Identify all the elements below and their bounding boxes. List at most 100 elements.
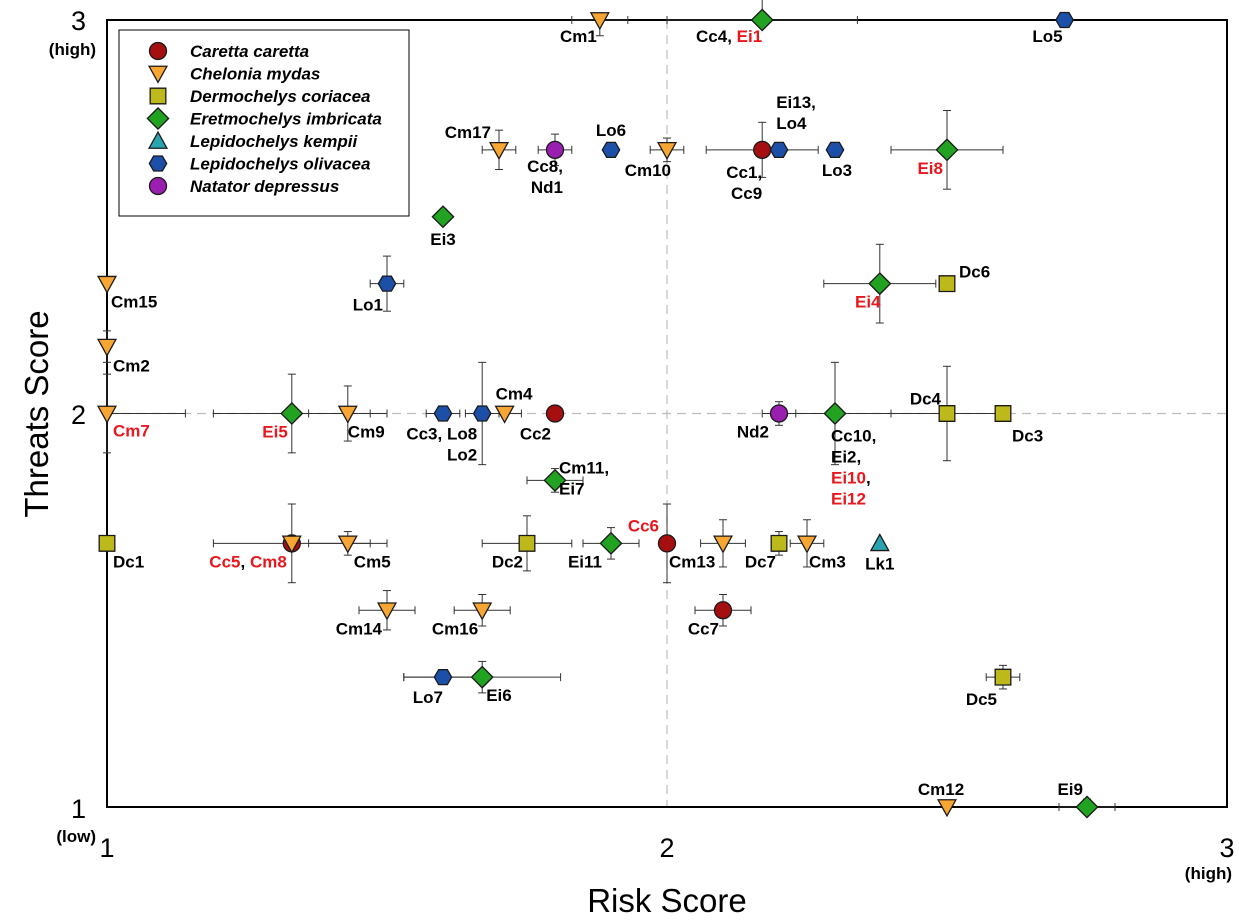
point-dermochelys-coriacea-1 [938, 405, 956, 422]
point-eretmochelys-imbricata-0 [750, 8, 774, 32]
point-label: Ei11 [568, 552, 602, 571]
label-segment: Cm7 [113, 422, 150, 441]
point-chelonia-mydas-11 [472, 602, 493, 621]
legend-marker-dermochelys-coriacea [149, 87, 167, 105]
point-label: Ei13, Lo4 [776, 93, 816, 133]
point-eretmochelys-imbricata-9 [1075, 795, 1099, 819]
y-low-note: (low) [56, 827, 96, 846]
point-chelonia-mydas-0 [589, 12, 610, 31]
y-tick-2: 2 [71, 400, 86, 430]
point-chelonia-mydas-8 [281, 535, 302, 554]
point-label: Cm16 [432, 619, 478, 638]
point-label: Cm5 [354, 552, 391, 571]
point-label: Dc6 [959, 263, 990, 282]
point-lepidochelys-olivacea-5 [433, 405, 453, 422]
point-label: Cc10, Ei2, Ei10, Ei12 [831, 427, 876, 509]
point-natator-depressus-0 [545, 140, 565, 160]
point-chelonia-mydas-6 [337, 405, 358, 424]
legend-marker-lepidochelys-kempii [147, 130, 169, 149]
legend-marker-eretmochelys-imbricata [146, 106, 170, 131]
label-segment: , [240, 552, 249, 571]
label-segment: Cc9 [731, 184, 762, 203]
label-segment: Cc1, [726, 163, 762, 182]
point-label: Dc3 [1012, 427, 1043, 446]
point-label: Cm2 [113, 357, 150, 376]
point-natator-depressus-1 [769, 404, 789, 423]
label-segment: Ei10 [831, 469, 866, 488]
label-segment: Ei5 [262, 423, 288, 442]
label-segment: Lo5 [1032, 27, 1062, 46]
point-eretmochelys-imbricata-5 [823, 401, 847, 426]
x-axis-title: Risk Score [587, 882, 747, 919]
point-lepidochelys-olivacea-0 [1055, 11, 1075, 29]
label-segment: Cm2 [113, 357, 150, 376]
label-segment: Lo7 [413, 688, 443, 707]
point-lepidochelys-olivacea-2 [769, 141, 789, 159]
point-label: Cc5, Cm8 [209, 552, 287, 571]
point-dermochelys-coriacea-3 [98, 534, 116, 552]
point-dermochelys-coriacea-6 [994, 668, 1012, 686]
point-lepidochelys-olivacea-3 [825, 141, 845, 159]
point-label: Dc1 [113, 552, 144, 571]
point-eretmochelys-imbricata-7 [599, 531, 623, 555]
point-label: Cm3 [809, 552, 846, 571]
label-segment: Ei8 [917, 159, 943, 178]
point-label: Cc7 [688, 619, 719, 638]
label-segment: Cc3, Lo8 [406, 425, 477, 444]
point-label: Dc7 [745, 552, 776, 571]
label-segment: Dc7 [745, 552, 776, 571]
point-label: Lo3 [822, 161, 852, 180]
point-label: Cc1, Cc9 [726, 163, 762, 203]
point-label: Cm9 [348, 423, 385, 442]
data-points [96, 8, 1099, 819]
point-label: Nd2 [737, 423, 769, 442]
label-segment: Ei4 [855, 293, 881, 312]
point-label: Lo1 [353, 296, 383, 315]
point-label: Cm17 [445, 123, 491, 142]
point-chelonia-mydas-1 [96, 275, 118, 294]
point-label: Ei4 [855, 293, 881, 312]
point-label: Ei5 [262, 423, 288, 442]
point-label: Ei3 [430, 230, 456, 249]
label-segment: Cm8 [250, 552, 287, 571]
point-lepidochelys-olivacea-6 [472, 405, 492, 422]
point-lepidochelys-olivacea-4 [377, 275, 397, 292]
point-eretmochelys-imbricata-3 [868, 272, 892, 296]
label-segment: Dc2 [492, 552, 523, 571]
legend-label-lepidochelys-olivacea: Lepidochelys olivacea [190, 155, 370, 174]
point-label: Cm10 [625, 161, 671, 180]
point-label: Cm7 [113, 422, 150, 441]
y-tick-1: 1 [71, 794, 86, 824]
point-labels: Cm1 Cc4, Ei1 Lo5 Ei13, Lo4 Cm17 Lo6 Cc8, Nd1 Cm10… [111, 27, 1083, 799]
point-eretmochelys-imbricata-1 [431, 205, 455, 229]
point-label: Cm1 [560, 27, 597, 46]
y-axis-title: Threats Score [18, 310, 55, 517]
label-segment: Cm11, [559, 458, 609, 477]
label-segment: Cc2 [520, 425, 551, 444]
label-segment: Ei2, [831, 448, 861, 467]
point-label: Lo7 [413, 688, 443, 707]
label-segment: Dc6 [959, 263, 990, 282]
point-label: Cc3, Lo8 Lo2 [406, 425, 477, 465]
point-label: Cc6 [628, 516, 659, 535]
label-segment: Cm15 [111, 293, 157, 312]
legend-label-eretmochelys-imbricata: Eretmochelys imbricata [190, 110, 382, 129]
point-label: Cc8, Nd1 [527, 157, 563, 197]
point-eretmochelys-imbricata-8 [470, 665, 494, 689]
point-label: Ei8 [917, 159, 943, 178]
label-segment: Cm14 [336, 619, 383, 638]
point-chelonia-mydas-5 [656, 141, 678, 161]
label-segment: Cm3 [809, 552, 846, 571]
point-caretta-caretta-3 [657, 534, 677, 553]
point-chelonia-mydas-4 [488, 141, 510, 161]
legend-marker-chelonia-mydas [147, 65, 169, 84]
point-dermochelys-coriacea-0 [938, 275, 956, 293]
point-label: Cm12 [918, 780, 964, 799]
label-segment: Dc5 [966, 690, 997, 709]
y-high-note: (high) [49, 40, 96, 59]
label-segment: Cc4, [696, 27, 737, 46]
label-segment: Lo6 [596, 121, 626, 140]
label-segment: Ei12 [831, 490, 866, 509]
label-segment: Lo4 [776, 114, 807, 133]
